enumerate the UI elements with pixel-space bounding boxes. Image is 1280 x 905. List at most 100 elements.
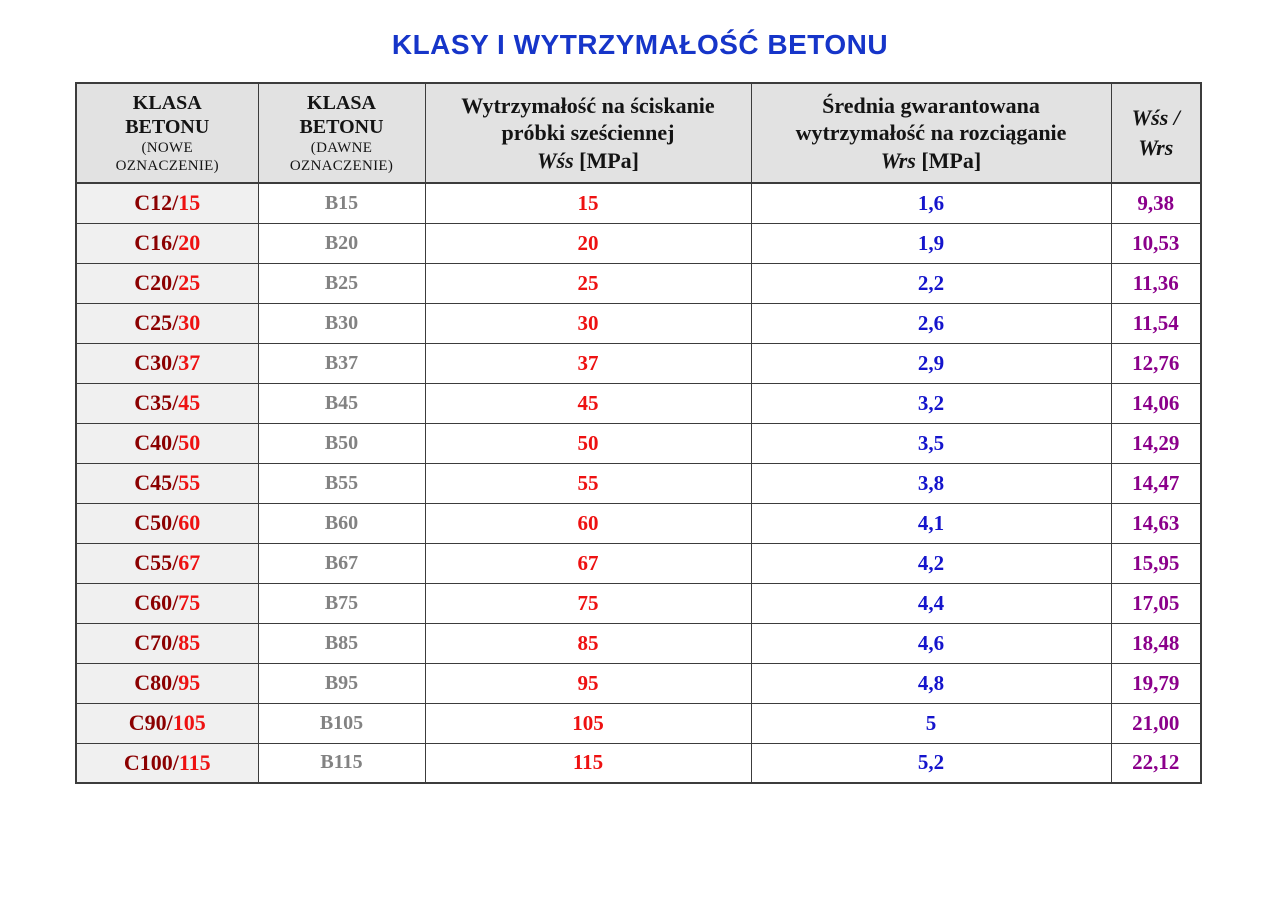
table-row: C55/67 B67 67 4,2 15,95 [75,542,1202,584]
cell-wrs: 2,9 [750,342,1112,384]
cell-wss: 50 [424,422,752,464]
header-row: KLASA BETONU (NOWE OZNACZENIE) KLASA BET… [75,82,1202,184]
header-line: Wśs / [1131,105,1180,131]
cell-new-class: C90/105 [75,702,259,744]
new-class-suffix: 75 [178,590,201,615]
new-class-prefix: C35/ [134,390,179,415]
table-row: C100/115 B115 115 5,2 22,12 [75,742,1202,784]
cell-new-class: C16/20 [75,222,259,264]
cell-wrs: 4,8 [750,662,1112,704]
cell-new-class: C40/50 [75,422,259,464]
new-class-suffix: 30 [178,310,201,335]
new-class-prefix: C30/ [134,350,179,375]
page-title: KLASY I WYTRZYMAŁOŚĆ BETONU [391,29,889,60]
table-row: C20/25 B25 25 2,2 11,36 [75,262,1202,304]
new-class-prefix: C60/ [134,590,179,615]
cell-ratio: 11,54 [1110,302,1202,344]
cell-wss: 25 [424,262,752,304]
header-symbol-line: Wrs [MPa] [754,147,1109,175]
cell-wss: 20 [424,222,752,264]
cell-old-class: B25 [257,262,426,304]
cell-wrs: 4,2 [750,542,1112,584]
cell-old-class: B105 [257,702,426,744]
cell-wrs: 4,1 [750,502,1112,544]
cell-old-class: B37 [257,342,426,384]
cell-new-class: C80/95 [75,662,259,704]
new-class-prefix: C50/ [134,510,179,535]
cell-wrs: 3,8 [750,462,1112,504]
cell-wrs: 3,5 [750,422,1112,464]
cell-new-class: C25/30 [75,302,259,344]
cell-old-class: B75 [257,582,426,624]
cell-new-class: C50/60 [75,502,259,544]
new-class-prefix: C100/ [123,749,179,775]
new-class-prefix: C90/ [128,710,173,735]
cell-ratio: 9,38 [1110,182,1202,224]
cell-new-class: C70/85 [75,622,259,664]
cell-ratio: 14,29 [1110,422,1202,464]
col-header-new-class: KLASA BETONU (NOWE OZNACZENIE) [75,82,259,184]
new-class-prefix: C45/ [134,470,179,495]
new-class-suffix: 37 [178,350,201,375]
new-class-prefix: C16/ [134,230,179,255]
header-line: Wrs [1138,135,1174,160]
header-symbol-line: Wśs [MPa] [428,147,749,175]
cell-wss: 67 [424,542,752,584]
new-class-suffix: 85 [178,630,201,655]
header-subline: OZNACZENIE) [289,158,394,174]
cell-ratio: 12,76 [1110,342,1202,384]
cell-new-class: C35/45 [75,382,259,424]
new-class-prefix: C55/ [134,550,179,575]
cell-new-class: C60/75 [75,582,259,624]
new-class-suffix: 50 [178,430,201,455]
cell-wss: 85 [424,622,752,664]
cell-old-class: B115 [257,742,426,784]
table-body: C12/15 B15 15 1,6 9,38 C16/20 B20 20 1,9… [75,182,1202,784]
new-class-prefix: C12/ [134,190,179,216]
new-class-suffix: 67 [178,550,201,575]
concrete-strength-table: KLASA BETONU (NOWE OZNACZENIE) KLASA BET… [75,82,1202,784]
header-line: BETONU [299,116,384,138]
unit-label: [MPa] [573,147,640,173]
table-row: C12/15 B15 15 1,6 9,38 [75,182,1202,224]
header-line: próbki sześciennej [501,120,675,146]
table-row: C45/55 B55 55 3,8 14,47 [75,462,1202,504]
table-row: C80/95 B95 95 4,8 19,79 [75,662,1202,704]
header-line: KLASA [307,92,376,114]
cell-old-class: B95 [257,662,426,704]
cell-old-class: B15 [257,182,426,224]
header-line: BETONU [125,116,210,138]
cell-new-class: C45/55 [75,462,259,504]
col-header-wrs: Średnia gwarantowana wytrzymałość na roz… [750,82,1112,184]
new-class-suffix: 115 [178,749,211,775]
header-subline: (NOWE [141,140,193,156]
new-class-suffix: 25 [178,270,201,295]
cell-wrs: 2,2 [750,262,1112,304]
new-class-suffix: 15 [178,190,201,216]
cell-ratio: 18,48 [1110,622,1202,664]
cell-old-class: B60 [257,502,426,544]
cell-wss: 30 [424,302,752,344]
table-row: C35/45 B45 45 3,2 14,06 [75,382,1202,424]
unit-label: [MPa] [915,147,982,173]
header-line: wytrzymałość na rozciąganie [795,120,1067,146]
new-class-suffix: 95 [178,670,201,695]
cell-ratio: 14,47 [1110,462,1202,504]
cell-wrs: 4,6 [750,622,1112,664]
table-row: C25/30 B30 30 2,6 11,54 [75,302,1202,344]
cell-wss: 55 [424,462,752,504]
table-row: C60/75 B75 75 4,4 17,05 [75,582,1202,624]
cell-wss: 75 [424,582,752,624]
cell-ratio: 21,00 [1110,702,1202,744]
cell-ratio: 17,05 [1110,582,1202,624]
cell-wss: 37 [424,342,752,384]
cell-old-class: B85 [257,622,426,664]
table-row: C16/20 B20 20 1,9 10,53 [75,222,1202,264]
table-row: C70/85 B85 85 4,6 18,48 [75,622,1202,664]
new-class-prefix: C40/ [134,430,179,455]
cell-new-class: C55/67 [75,542,259,584]
cell-old-class: B55 [257,462,426,504]
table-header: KLASA BETONU (NOWE OZNACZENIE) KLASA BET… [75,82,1202,184]
cell-wrs: 4,4 [750,582,1112,624]
cell-ratio: 11,36 [1110,262,1202,304]
